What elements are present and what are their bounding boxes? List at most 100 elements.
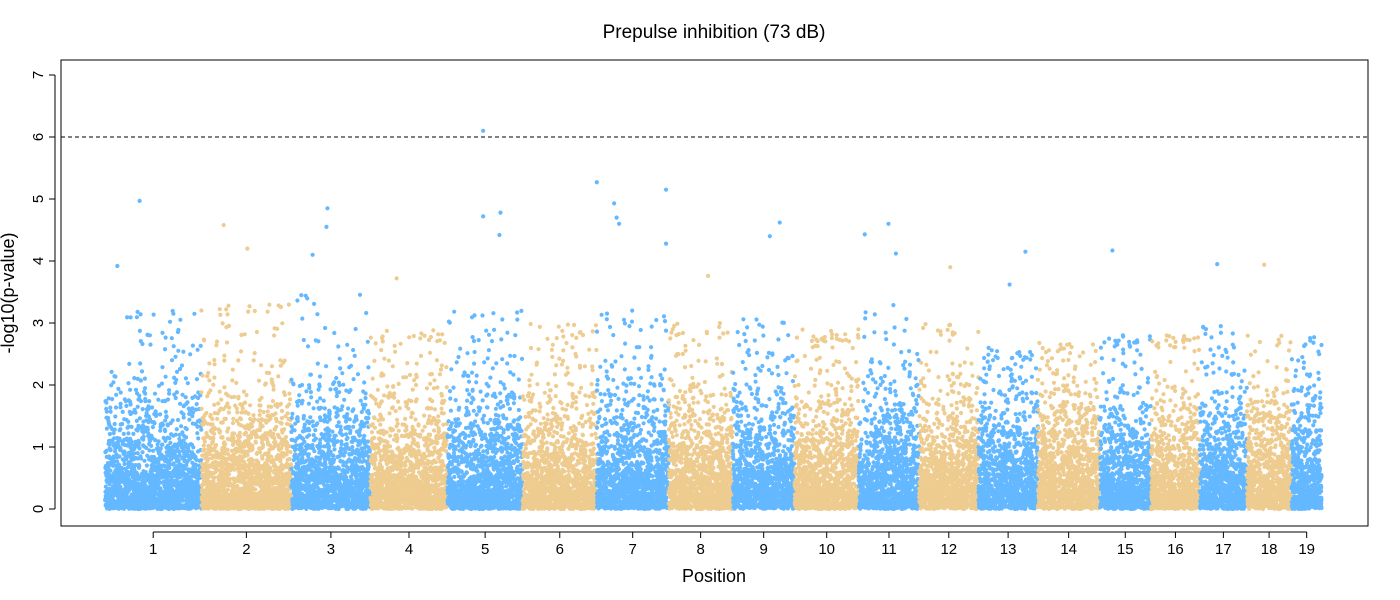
- y-axis-title: -log10(p-value): [0, 232, 18, 353]
- chromosome-points-16: [1149, 333, 1202, 512]
- chromosome-points-15: [1097, 333, 1153, 512]
- x-tick-label: 13: [1000, 541, 1017, 558]
- peak-point: [663, 187, 669, 192]
- snp-cloud: [368, 328, 450, 512]
- x-tick-label: 17: [1215, 541, 1232, 558]
- snp-cloud: [1097, 333, 1153, 512]
- peak-point: [325, 206, 330, 211]
- x-tick-label: 6: [556, 541, 564, 558]
- x-tick-label: 8: [696, 541, 704, 558]
- x-tick-label: 2: [242, 541, 250, 558]
- x-tick-label: 15: [1117, 541, 1134, 558]
- peak-point: [221, 222, 226, 228]
- peak-point: [324, 224, 329, 229]
- snp-cloud: [520, 321, 599, 512]
- peak-point: [481, 128, 486, 133]
- snp-cloud: [666, 321, 735, 512]
- snp-cloud: [976, 345, 1040, 512]
- snp-cloud: [856, 303, 922, 512]
- snp-cloud: [1149, 333, 1202, 512]
- peak-point: [777, 220, 782, 225]
- y-axis: 0 1 2 3 4 5 6 7: [30, 71, 56, 513]
- snp-cloud: [103, 308, 204, 512]
- peak-point: [498, 210, 503, 215]
- x-tick-label: 10: [818, 541, 835, 558]
- chromosome-points-10: [792, 327, 861, 512]
- peak-point: [612, 201, 617, 206]
- peak-point: [137, 198, 142, 203]
- peak-point: [497, 232, 502, 238]
- chart-title: Prepulse inhibition (73 dB): [603, 22, 826, 43]
- y-tick-label: 7: [30, 71, 47, 79]
- x-tick-label: 7: [629, 541, 637, 558]
- chromosome-points-12: [917, 322, 981, 512]
- chromosome-points-17: [1197, 323, 1249, 512]
- chromosome-points-19: [1289, 335, 1324, 512]
- snp-cloud: [1035, 340, 1102, 512]
- x-tick-label: 3: [327, 541, 335, 558]
- chromosome-points-14: [1035, 340, 1102, 512]
- snp-cloud: [1289, 335, 1324, 512]
- peak-point: [1023, 249, 1028, 254]
- peak-point: [862, 232, 867, 237]
- peak-point: [705, 273, 711, 278]
- peak-point: [310, 252, 315, 257]
- peak-point: [616, 221, 622, 226]
- peak-point: [663, 241, 669, 246]
- x-tick-label: 19: [1298, 541, 1315, 558]
- chromosome-points-8: [666, 321, 735, 512]
- x-axis-title: Position: [682, 566, 746, 586]
- peak-point: [767, 234, 772, 239]
- y-tick-label: 4: [30, 257, 47, 265]
- chromosome-points-2: [199, 302, 294, 512]
- snp-cloud: [1197, 323, 1249, 512]
- peak-point: [394, 276, 399, 281]
- y-tick-label: 0: [30, 505, 47, 513]
- peak-point: [594, 180, 599, 185]
- y-tick-label: 3: [30, 319, 47, 327]
- plot-frame: [60, 59, 1369, 527]
- x-tick-label: 5: [481, 541, 489, 558]
- chromosome-points-18: [1244, 333, 1294, 512]
- chromosome-points-9: [730, 317, 797, 511]
- y-tick-label: 5: [30, 195, 47, 203]
- x-tick-label: 16: [1167, 541, 1184, 558]
- chromosome-points-7: [594, 308, 671, 512]
- peak-point: [115, 263, 120, 269]
- snp-cloud: [917, 322, 981, 512]
- x-tick-label: 12: [940, 541, 957, 558]
- peak-point: [245, 246, 250, 251]
- x-tick-label: 4: [405, 541, 413, 558]
- chromosome-points-3: [289, 292, 373, 512]
- x-tick-label: 14: [1060, 541, 1077, 558]
- peak-point: [1215, 262, 1220, 267]
- snp-cloud: [1244, 333, 1294, 512]
- chromosome-points-6: [520, 321, 599, 512]
- x-tick-label: 1: [149, 541, 157, 558]
- x-axis: 1 2 3 4 5 6 7 8 9 10 11 12 13 14 15 16 17 18 19: [149, 531, 1315, 558]
- chromosome-points-5: [445, 308, 525, 512]
- peak-point: [614, 215, 619, 220]
- chromosome-points-11: [856, 303, 922, 512]
- x-tick-label: 9: [760, 541, 768, 558]
- x-tick-label: 18: [1261, 541, 1278, 558]
- peak-point: [1007, 282, 1012, 287]
- y-tick-label: 1: [30, 443, 47, 451]
- y-tick-label: 6: [30, 133, 47, 141]
- snp-cloud: [792, 327, 861, 512]
- peak-point: [893, 251, 899, 256]
- chromosome-points-4: [368, 328, 450, 512]
- data-points: [103, 128, 1324, 512]
- snp-cloud: [199, 302, 294, 512]
- snp-cloud: [730, 317, 797, 511]
- peak-point: [886, 221, 891, 226]
- chromosome-points-1: [103, 308, 204, 512]
- y-tick-label: 2: [30, 381, 47, 389]
- peak-point: [1262, 262, 1267, 267]
- chromosome-points-13: [976, 345, 1040, 512]
- peak-points: [115, 128, 1267, 287]
- peak-point: [481, 214, 486, 219]
- snp-cloud: [445, 308, 525, 512]
- snp-cloud: [594, 308, 671, 512]
